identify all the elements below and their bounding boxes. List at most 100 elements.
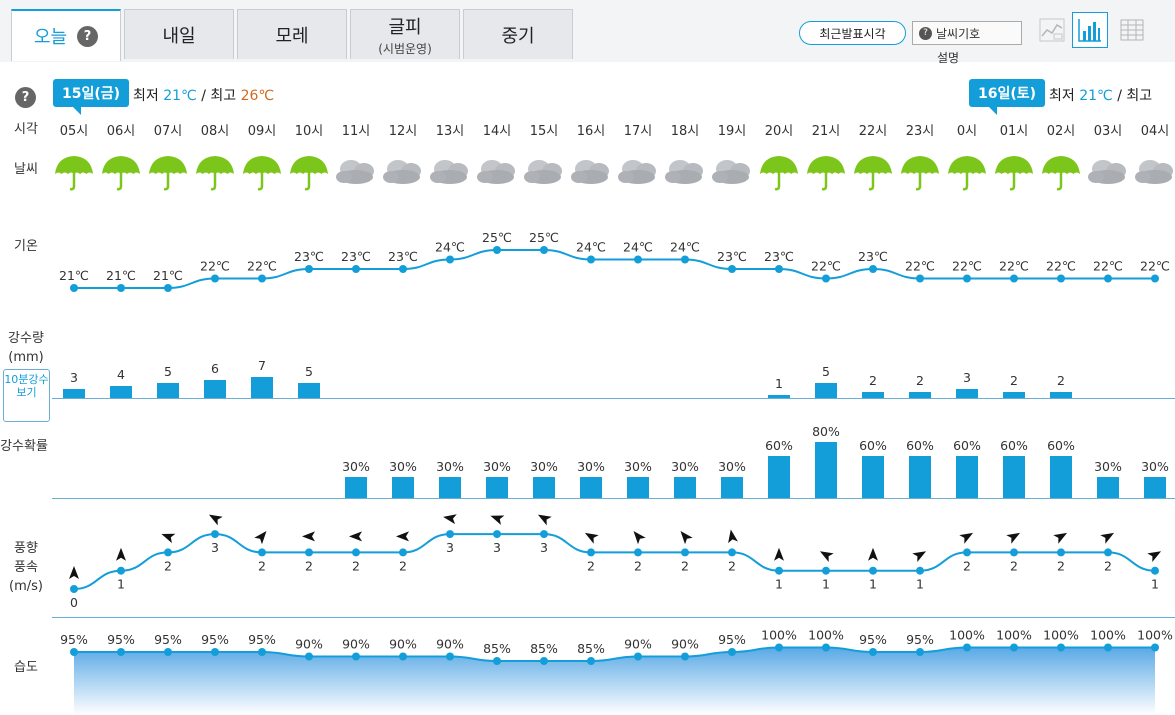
- prob-bar: [1097, 477, 1119, 498]
- hour-label: 08시: [201, 124, 230, 139]
- table-icon[interactable]: [1114, 12, 1150, 48]
- prob-bar: [1003, 456, 1025, 498]
- wind-speed-value: 2: [1057, 558, 1065, 573]
- wind-point: [117, 566, 125, 575]
- rain-bar: [204, 380, 226, 398]
- wind-divider: [52, 617, 1175, 618]
- hour-label: 07시: [154, 124, 183, 139]
- wind-line: [73, 533, 1156, 590]
- wind-speed-value: 0: [70, 595, 78, 610]
- bar-chart-icon[interactable]: [1072, 12, 1108, 48]
- wind-point: [1151, 566, 1159, 575]
- legend-sub-label: 설명: [937, 51, 960, 65]
- hour-label: 13시: [436, 124, 465, 139]
- line-chart-icon[interactable]: [1034, 12, 1070, 48]
- humidity-value: 100%: [808, 628, 844, 643]
- tab-tomorrow[interactable]: 내일: [124, 9, 234, 59]
- humidity-point: [1104, 643, 1112, 652]
- temp-value: 23℃: [294, 249, 324, 264]
- prob-value: 30%: [483, 459, 511, 474]
- hour-label: 19시: [718, 124, 747, 139]
- wind-speed-value: 1: [117, 577, 125, 592]
- temp-value: 23℃: [717, 249, 747, 264]
- row-label-time: 시각: [14, 122, 38, 137]
- cloud-icon: [477, 160, 515, 184]
- humidity-value: 90%: [389, 637, 417, 652]
- temp-value: 21℃: [59, 268, 89, 283]
- rain-icon: [901, 156, 939, 191]
- wind-direction-arrow: [633, 531, 646, 545]
- wind-point: [540, 530, 548, 539]
- humidity-value: 90%: [295, 637, 323, 652]
- rain-bar: [110, 386, 132, 398]
- humidity-point: [258, 648, 266, 656]
- prob-bar: [439, 477, 461, 498]
- temp-point: [775, 265, 783, 273]
- wind-point: [70, 585, 78, 593]
- weather-symbol-legend-button[interactable]: ? 날씨기호: [912, 21, 1022, 45]
- min-label: 최저: [1049, 88, 1075, 104]
- wind-point: [258, 548, 266, 557]
- tab-three-days[interactable]: 글피 (시범운영): [350, 9, 460, 59]
- humidity-point: [446, 652, 454, 661]
- hour-label: 15시: [530, 124, 559, 139]
- wind-speed-value: 2: [1010, 558, 1018, 573]
- temp-value: 22℃: [200, 259, 230, 274]
- prob-value: 60%: [765, 438, 793, 453]
- prob-bar: [956, 456, 978, 498]
- tab-today[interactable]: 오늘 ?: [11, 9, 121, 61]
- tab-today-label: 오늘: [33, 27, 68, 48]
- prob-value: 30%: [577, 459, 605, 474]
- top-bar: 오늘 ? 내일 모레 글피 (시범운영) 중기 최근발표시각 ? 날씨기호 설명: [0, 0, 1175, 65]
- wind-speed-value: 1: [916, 577, 924, 592]
- latest-release-button[interactable]: 최근발표시각: [799, 21, 906, 45]
- humidity-point: [211, 648, 219, 656]
- rain-icon: [290, 156, 328, 191]
- prob-value: 30%: [1094, 459, 1122, 474]
- wind-direction-arrow: [728, 529, 738, 544]
- prob-value: 30%: [718, 459, 746, 474]
- ten-minute-rain-button[interactable]: 10분강수보기: [3, 369, 50, 422]
- wind-point: [869, 566, 877, 575]
- row-label-wind-dir: 풍향: [14, 541, 38, 556]
- wind-direction-arrow: [349, 531, 362, 542]
- wind-speed-value: 2: [587, 558, 595, 573]
- humidity-value: 95%: [201, 632, 229, 647]
- humidity-point: [540, 657, 548, 665]
- wind-point: [352, 548, 360, 557]
- wind-direction-arrow: [208, 514, 223, 526]
- humidity-point: [634, 652, 642, 661]
- help-icon[interactable]: ?: [77, 25, 99, 47]
- prob-bar: [1050, 456, 1072, 498]
- hour-label: 16시: [577, 124, 606, 139]
- cloud-icon: [1135, 160, 1173, 184]
- temp-point: [634, 255, 642, 264]
- hour-label: 05시: [60, 124, 89, 139]
- humidity-point: [728, 648, 736, 656]
- wind-direction-arrow: [912, 551, 927, 563]
- humidity-value: 95%: [107, 632, 135, 647]
- row-label-wind-unit: (m/s): [9, 579, 43, 594]
- day-16-minmax: 최저 21℃ / 최고: [1049, 85, 1152, 105]
- rain-icon: [196, 156, 234, 191]
- hour-label: 12시: [389, 124, 418, 139]
- row-label-temp: 기온: [14, 239, 38, 254]
- hour-label: 02시: [1047, 124, 1076, 139]
- row-label-humidity: 습도: [14, 660, 38, 675]
- min-label: 최저: [133, 88, 159, 104]
- humidity-point: [164, 648, 172, 656]
- wind-direction-arrow: [1147, 551, 1162, 563]
- humidity-value: 85%: [577, 641, 605, 656]
- rain-value: 5: [164, 364, 172, 379]
- row-help-icon[interactable]: ?: [15, 87, 36, 108]
- tab-three-days-sub: (시범운영): [378, 41, 432, 56]
- temp-value: 23℃: [764, 249, 794, 264]
- temp-value: 22℃: [952, 259, 982, 274]
- tab-tomorrow-label: 내일: [162, 25, 196, 47]
- tab-midterm[interactable]: 중기: [463, 9, 573, 59]
- tab-day-after[interactable]: 모레: [237, 9, 347, 59]
- temp-point: [70, 284, 78, 292]
- wind-point: [775, 566, 783, 575]
- wind-point: [822, 566, 830, 575]
- wind-direction-arrow: [868, 547, 878, 561]
